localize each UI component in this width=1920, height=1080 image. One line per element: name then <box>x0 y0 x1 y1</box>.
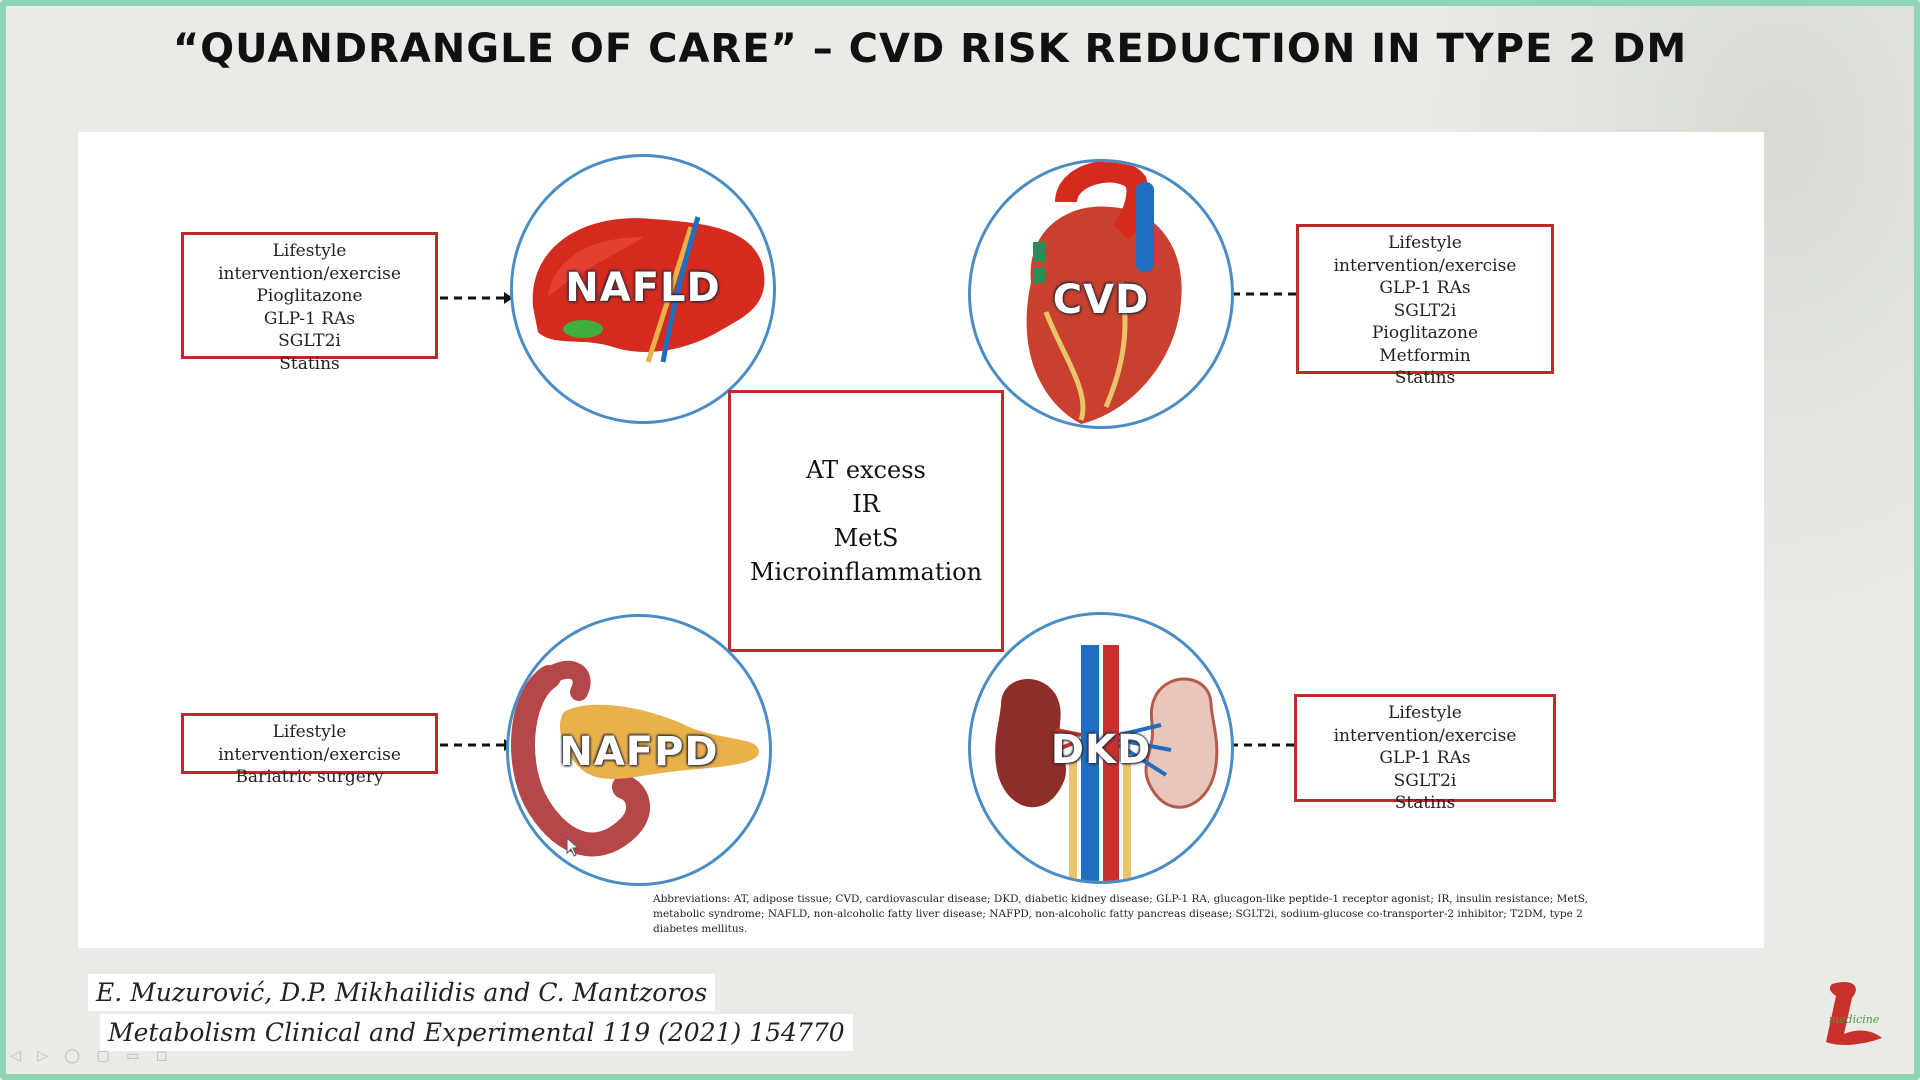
treatment-item: SGLT2i <box>278 331 341 351</box>
treatment-item: Bariatric surgery <box>235 767 384 787</box>
pancreas-icon <box>511 660 759 857</box>
diagram-panel: Lifestyle intervention/exercise Pioglita… <box>78 132 1764 948</box>
center-line: AT excess <box>806 456 926 484</box>
abbreviations-footnote: Abbreviations: AT, adipose tissue; CVD, … <box>653 893 1588 935</box>
liver-icon <box>532 216 765 363</box>
treatment-item: Statins <box>1394 793 1456 813</box>
treatment-item: GLP-1 RAs <box>1379 748 1471 768</box>
nafpd-treatment-box: Lifestyle intervention/exercise Bariatri… <box>181 713 438 787</box>
treatment-item: Lifestyle intervention/exercise <box>1333 233 1517 276</box>
dkd-circle: DKD <box>968 612 1234 884</box>
treatment-item: Statins <box>279 353 340 374</box>
nafld-label: NAFLD <box>565 265 721 311</box>
citation-authors: E. Muzurović, D.P. Mikhailidis and C. Ma… <box>88 974 716 1011</box>
nafld-arrow <box>440 292 513 304</box>
nafld-treatment-box: Lifestyle intervention/exercise Pioglita… <box>181 232 438 374</box>
slide-title: “QUANDRANGLE OF CARE” – CVD RISK REDUCTI… <box>172 26 1688 72</box>
cvd-treatment-box: Lifestyle intervention/exercise GLP-1 RA… <box>1296 224 1554 388</box>
kidney-icon <box>995 645 1219 881</box>
treatment-item: Statins <box>1394 368 1456 388</box>
mouse-cursor-icon <box>566 837 580 857</box>
medicine-logo: medicine <box>1826 981 1882 1045</box>
nafpd-arrow <box>440 739 513 751</box>
nafpd-circle: NAFPD <box>506 614 772 886</box>
treatment-item: Metformin <box>1379 345 1471 366</box>
treatment-item: Lifestyle intervention/exercise <box>218 722 401 765</box>
treatment-item: Pioglitazone <box>256 286 363 306</box>
treatment-item: Lifestyle intervention/exercise <box>1333 703 1517 746</box>
treatment-item: SGLT2i <box>1393 770 1457 791</box>
citation-journal: Metabolism Clinical and Experimental 119… <box>100 1014 853 1051</box>
center-line: MetS <box>833 524 899 552</box>
nafpd-label: NAFPD <box>559 729 719 775</box>
treatment-item: GLP-1 RAs <box>1379 278 1471 298</box>
cvd-label: CVD <box>1052 277 1150 323</box>
center-risk-factors-box: AT excess IR MetS Microinflammation <box>728 390 1004 652</box>
nafld-circle: NAFLD <box>510 154 776 424</box>
treatment-item: Lifestyle intervention/exercise <box>218 241 401 284</box>
center-line: IR <box>852 490 880 518</box>
cvd-circle: CVD <box>968 159 1234 429</box>
playback-controls[interactable]: ◁ ▷ ◯ ▢ ▭ ◻ <box>10 1048 174 1064</box>
treatment-item: Pioglitazone <box>1371 323 1479 343</box>
dkd-label: DKD <box>1050 727 1152 773</box>
center-line: Microinflammation <box>749 558 983 586</box>
treatment-item: SGLT2i <box>1393 300 1457 321</box>
logo-text: medicine <box>1829 1013 1880 1026</box>
heart-icon <box>1026 162 1182 424</box>
dkd-treatment-box: Lifestyle intervention/exercise GLP-1 RA… <box>1294 694 1556 813</box>
treatment-item: GLP-1 RAs <box>263 308 356 329</box>
